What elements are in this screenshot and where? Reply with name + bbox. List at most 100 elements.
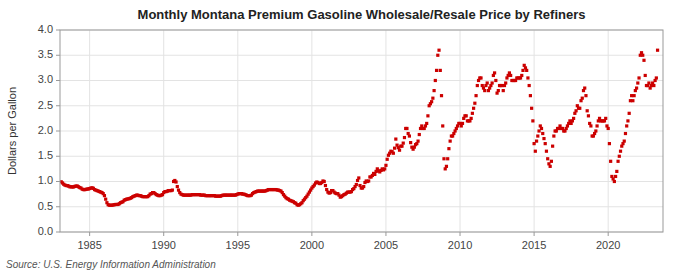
point (174, 180, 177, 183)
point (584, 94, 587, 97)
y-tick-label: 4.0 (38, 23, 53, 35)
point (430, 100, 433, 103)
x-grid-line (534, 30, 535, 232)
x-tick-label: 1995 (226, 239, 250, 251)
plot-background (60, 30, 663, 232)
point (392, 152, 395, 155)
x-tick (385, 232, 386, 236)
y-grid-line (60, 55, 663, 56)
point (104, 198, 107, 201)
grid (60, 30, 663, 232)
point (373, 173, 376, 176)
x-grid-line (311, 30, 312, 232)
point (405, 127, 408, 130)
point (449, 140, 452, 143)
point (624, 132, 627, 135)
x-tick (534, 232, 535, 236)
point (536, 134, 539, 137)
plot-frame (60, 30, 663, 232)
point (473, 102, 476, 105)
point (400, 145, 403, 148)
y-tick-label: 3.0 (38, 73, 53, 85)
x-tick (608, 232, 609, 236)
point (323, 180, 326, 183)
x-tick (163, 232, 164, 236)
x-tick-label: 2010 (448, 239, 472, 251)
y-tick (56, 181, 60, 182)
point (614, 175, 617, 178)
point (504, 81, 507, 84)
point (544, 142, 547, 145)
point (403, 136, 406, 139)
x-tick-label: 1990 (151, 239, 175, 251)
point (595, 124, 598, 127)
point (476, 84, 479, 87)
x-grid-line (89, 30, 90, 232)
point (529, 94, 532, 97)
point (386, 158, 389, 161)
point (615, 170, 618, 173)
point (604, 117, 607, 120)
point (409, 141, 412, 144)
point (418, 133, 421, 136)
point (549, 165, 552, 168)
point (494, 79, 497, 82)
x-tick (237, 232, 238, 236)
point (447, 147, 450, 150)
point (633, 94, 636, 97)
point (398, 149, 401, 152)
point (474, 94, 477, 97)
point (541, 132, 544, 135)
point (656, 49, 659, 52)
point (542, 137, 545, 140)
point (594, 129, 597, 132)
y-tick-label: 3.5 (38, 48, 53, 60)
point (176, 185, 179, 188)
x-grid-line (163, 30, 164, 232)
point (613, 180, 616, 183)
source-note: Source: U.S. Energy Information Administ… (6, 259, 216, 270)
point (641, 54, 644, 57)
point (367, 179, 370, 182)
point (578, 107, 581, 110)
point (472, 107, 475, 110)
point (465, 114, 468, 117)
point (619, 150, 622, 153)
x-grid-line (608, 30, 609, 232)
axes: 0.00.51.01.52.02.53.03.54.01985199019952… (38, 23, 621, 251)
x-tick (89, 232, 90, 236)
y-grid-line (60, 131, 663, 132)
point (534, 150, 537, 153)
point (528, 84, 531, 87)
point (587, 114, 590, 117)
point (103, 194, 106, 197)
point (486, 81, 489, 84)
point (445, 165, 448, 168)
point (655, 76, 658, 79)
point (416, 140, 419, 143)
point (440, 94, 443, 97)
point (441, 124, 444, 127)
x-grid-line (460, 30, 461, 232)
point (583, 86, 586, 89)
point (540, 127, 543, 130)
point (520, 74, 523, 77)
point (609, 160, 612, 163)
y-axis-label: Dollars per Gallon (6, 87, 18, 175)
point (642, 59, 645, 62)
point (628, 112, 631, 115)
point (631, 99, 634, 102)
y-grid-line (60, 206, 663, 207)
point (581, 97, 584, 100)
point (635, 86, 638, 89)
point (437, 49, 440, 52)
point (636, 81, 639, 84)
y-tick-label: 0.0 (38, 225, 53, 237)
y-tick (56, 156, 60, 157)
point (637, 76, 640, 79)
y-tick (56, 105, 60, 106)
x-grid-line (237, 30, 238, 232)
y-tick (56, 30, 60, 31)
point (586, 109, 589, 112)
point (431, 97, 434, 100)
